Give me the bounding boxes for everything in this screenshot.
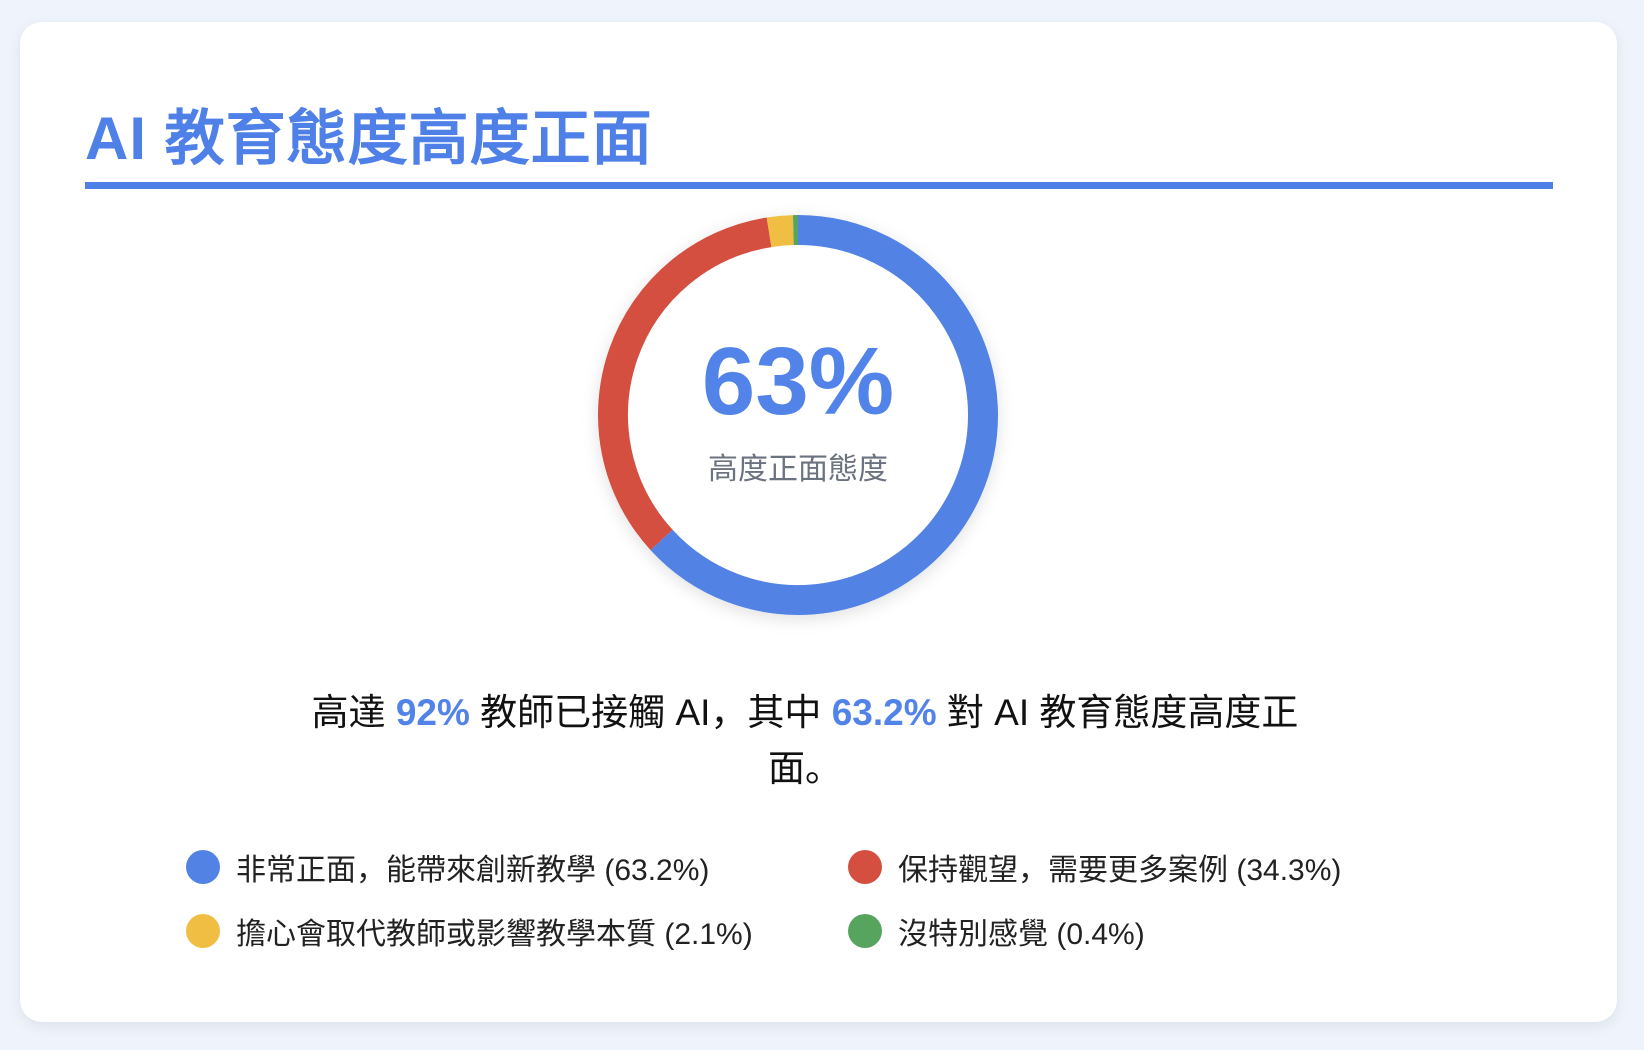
- legend-item-worried: 擔心會取代教師或影響教學本質 (2.1%): [186, 909, 848, 953]
- donut-center: 63% 高度正面態度: [578, 195, 1018, 635]
- page-title: AI 教育態度高度正面: [85, 105, 653, 172]
- legend-dot: [186, 914, 220, 948]
- legend-item-very-positive: 非常正面，能帶來創新教學 (63.2%): [186, 845, 848, 889]
- legend-label: 沒特別感覺 (0.4%): [898, 918, 1145, 951]
- summary-part: 對 AI 教育態度高度正面。: [768, 692, 1299, 789]
- legend: 非常正面，能帶來創新教學 (63.2%) 保持觀望，需要更多案例 (34.3%)…: [186, 845, 1448, 953]
- legend-item-wait-and-see: 保持觀望，需要更多案例 (34.3%): [848, 845, 1448, 889]
- summary-part: 教師已接觸 AI，其中: [469, 692, 832, 733]
- legend-label: 保持觀望，需要更多案例 (34.3%): [898, 854, 1342, 887]
- legend-item-no-feeling: 沒特別感覺 (0.4%): [848, 909, 1448, 953]
- donut-slice-2: [766, 215, 794, 248]
- legend-dot: [848, 914, 882, 948]
- highlight-92: 92%: [395, 692, 470, 733]
- center-value: 63%: [701, 328, 895, 435]
- donut-shadow: [598, 215, 998, 615]
- legend-dot: [848, 850, 882, 884]
- title-divider: [85, 182, 1553, 189]
- legend-dot: [186, 850, 220, 884]
- donut-slice-1: [598, 217, 772, 551]
- summary-text: 高達 92% 教師已接觸 AI，其中 63.2% 對 AI 教育態度高度正面。: [290, 685, 1320, 797]
- legend-label: 非常正面，能帶來創新教學 (63.2%): [236, 854, 710, 887]
- legend-label: 擔心會取代教師或影響教學本質 (2.1%): [236, 918, 753, 951]
- donut-slice-0: [650, 215, 998, 615]
- donut-chart: [598, 215, 998, 615]
- summary-part: 高達: [311, 692, 396, 733]
- highlight-63-2: 63.2%: [831, 692, 937, 733]
- center-label: 高度正面態度: [708, 453, 888, 486]
